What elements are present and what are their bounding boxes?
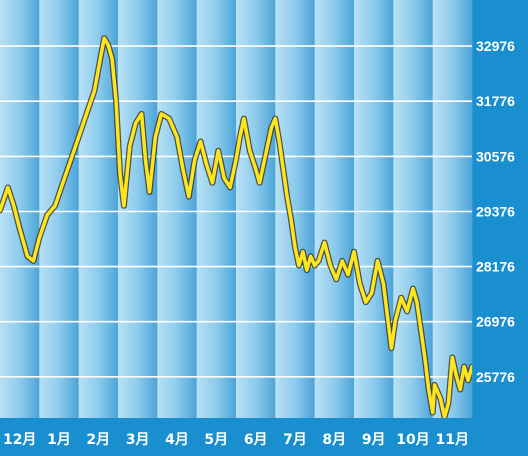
y-tick-label: 32976	[476, 38, 515, 54]
month-band	[275, 0, 316, 418]
month-band	[0, 0, 40, 418]
month-band	[432, 0, 473, 418]
x-axis-ticks: 12月 1月 2月 3月 4月 5月 6月 7月 8月 9月 10月 11月	[3, 432, 469, 448]
x-tick-label: 12月	[3, 432, 36, 448]
x-tick-label: 4月	[165, 432, 189, 448]
month-band	[118, 0, 158, 418]
x-tick-label: 1月	[47, 432, 71, 448]
x-tick-label: 5月	[204, 432, 228, 448]
month-band	[39, 0, 80, 418]
y-tick-label: 30576	[476, 148, 515, 164]
x-tick-label: 3月	[126, 432, 150, 448]
plot-background	[0, 0, 473, 418]
series-line	[0, 36, 472, 418]
month-band	[314, 0, 355, 418]
x-tick-label: 7月	[283, 432, 307, 448]
x-tick-label: 10月	[396, 432, 429, 448]
y-tick-label: 31776	[476, 93, 515, 109]
y-tick-label: 29376	[476, 204, 515, 220]
x-tick-label: 9月	[362, 432, 386, 448]
month-band	[157, 0, 198, 418]
y-tick-label: 26976	[476, 314, 515, 330]
series-group	[0, 35, 472, 418]
month-band	[354, 0, 394, 418]
x-tick-label: 2月	[86, 432, 110, 448]
month-band	[196, 0, 237, 418]
x-tick-label: 11月	[436, 432, 469, 448]
y-tick-label: 28176	[476, 259, 515, 275]
x-tick-label: 8月	[322, 432, 346, 448]
y-axis-ticks: 25776 26976 28176 29376 30576 31776 32976	[476, 38, 515, 385]
month-band	[236, 0, 276, 418]
y-tick-label: 25776	[476, 369, 515, 385]
x-tick-label: 6月	[244, 432, 268, 448]
